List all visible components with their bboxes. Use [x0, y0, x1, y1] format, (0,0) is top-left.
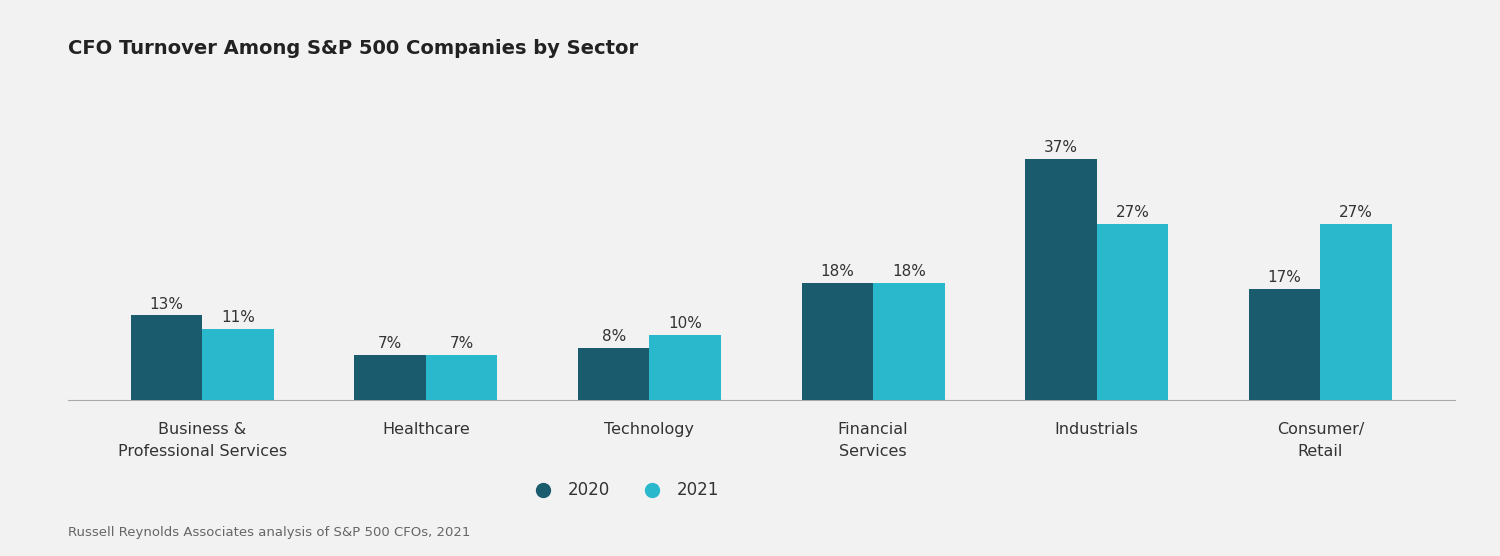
Legend: 2020, 2021: 2020, 2021	[519, 475, 726, 506]
Bar	[578, 348, 650, 400]
Text: 7%: 7%	[450, 336, 474, 351]
Bar	[1250, 289, 1320, 400]
Bar	[354, 355, 426, 400]
Bar	[1096, 224, 1168, 400]
Bar	[426, 355, 498, 400]
Bar	[873, 283, 945, 400]
Text: 7%: 7%	[378, 336, 402, 351]
Bar	[1320, 224, 1392, 400]
Bar	[130, 315, 203, 400]
Bar	[650, 335, 722, 400]
Text: CFO Turnover Among S&P 500 Companies by Sector: CFO Turnover Among S&P 500 Companies by …	[68, 39, 638, 58]
Text: 17%: 17%	[1268, 270, 1302, 285]
Text: 27%: 27%	[1116, 205, 1149, 220]
Bar	[1024, 159, 1096, 400]
Text: 27%: 27%	[1340, 205, 1372, 220]
Text: Russell Reynolds Associates analysis of S&P 500 CFOs, 2021: Russell Reynolds Associates analysis of …	[68, 527, 470, 539]
Bar	[202, 329, 273, 400]
Text: 13%: 13%	[150, 296, 183, 311]
Text: 37%: 37%	[1044, 140, 1078, 155]
Bar	[801, 283, 873, 400]
Text: 18%: 18%	[821, 264, 854, 279]
Text: 11%: 11%	[220, 310, 255, 325]
Text: 18%: 18%	[892, 264, 926, 279]
Text: 10%: 10%	[669, 316, 702, 331]
Text: 8%: 8%	[602, 329, 625, 344]
